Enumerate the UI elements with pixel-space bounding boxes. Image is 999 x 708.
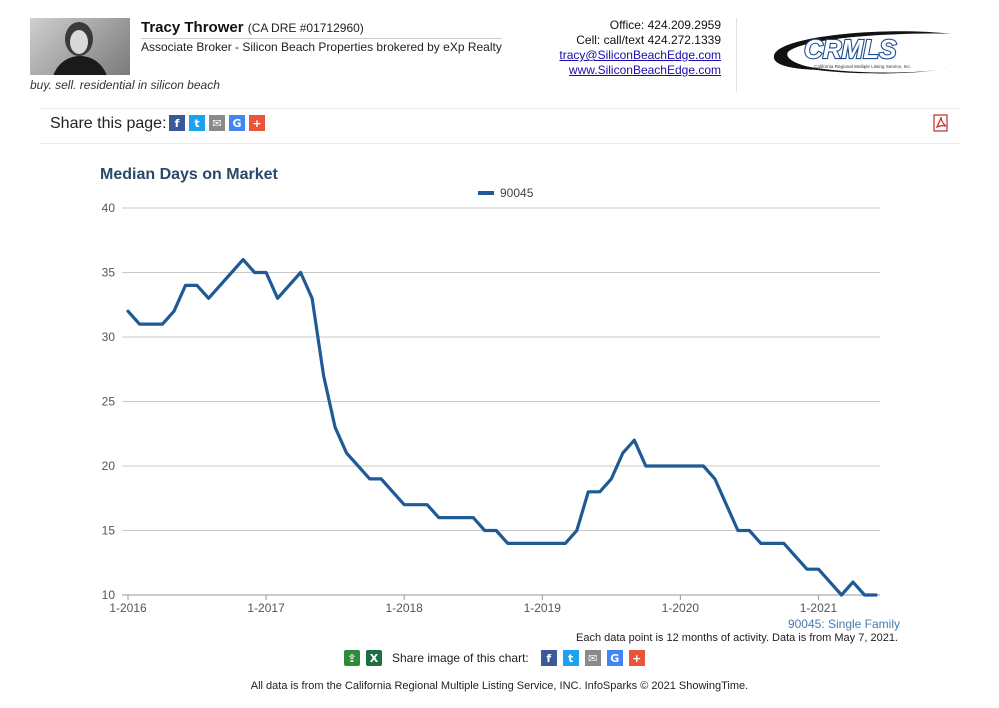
legend-swatch: [478, 191, 494, 195]
footer: All data is from the California Regional…: [250, 680, 749, 692]
chart-legend[interactable]: 90045: [478, 186, 533, 200]
y-tick-label: 30: [102, 330, 116, 344]
chart-title: Median Days on Market: [100, 166, 278, 183]
x-tick-label: 1-2020: [662, 601, 700, 615]
email-link[interactable]: tracy@SiliconBeachEdge.com: [559, 48, 721, 62]
share-image-label: Share image of this chart:: [392, 651, 529, 665]
logo-text: CRMLS: [804, 34, 897, 64]
series-line-90045[interactable]: [126, 258, 878, 597]
x-tick-label: 1-2021: [800, 601, 838, 615]
x-tick-label: 1-2019: [524, 601, 562, 615]
x-tick-label: 1-2018: [385, 601, 423, 615]
email-icon[interactable]: ✉: [209, 115, 225, 131]
cell-phone: Cell: call/text 424.272.1339: [576, 33, 721, 47]
logo-subtext: California Regional Multiple Listing Ser…: [814, 64, 911, 69]
agent-name: Tracy Thrower (CA DRE #01712960): [141, 19, 364, 36]
chart-caption: 90045: Single Family: [787, 617, 900, 631]
google-icon[interactable]: G: [606, 650, 623, 666]
share-icon[interactable]: ⇪: [344, 650, 360, 666]
y-tick-label: 10: [102, 588, 116, 602]
agent-name-text: Tracy Thrower: [141, 19, 244, 36]
y-tick-label: 35: [102, 266, 116, 280]
facebook-icon[interactable]: f: [169, 115, 185, 131]
agent-tagline: buy. sell. residential in silicon beach: [30, 78, 220, 92]
header-divider: [736, 18, 737, 92]
x-tick-label: 1-2016: [109, 601, 147, 615]
chart-note: Each data point is 12 months of activity…: [575, 632, 898, 644]
pdf-icon[interactable]: [933, 114, 949, 132]
y-tick-label: 15: [102, 524, 116, 538]
y-tick-label: 25: [102, 395, 116, 409]
y-tick-label: 40: [102, 201, 116, 215]
plus-icon[interactable]: +: [628, 650, 645, 666]
website-link[interactable]: www.SiliconBeachEdge.com: [568, 63, 721, 77]
plus-icon[interactable]: +: [249, 115, 265, 131]
agent-dre: (CA DRE #01712960): [247, 21, 364, 35]
contact-info: Office: 424.209.2959 Cell: call/text 424…: [559, 18, 721, 78]
share-page-bar: Share this page: f t ✉ G +: [40, 108, 960, 144]
share-page-label: Share this page:: [50, 115, 167, 132]
x-tick-label: 1-2017: [247, 601, 285, 615]
email-icon[interactable]: ✉: [584, 650, 601, 666]
share-page-icons: f t ✉ G +: [169, 115, 265, 131]
facebook-icon[interactable]: f: [540, 650, 557, 666]
office-phone: Office: 424.209.2959: [609, 18, 721, 32]
twitter-icon[interactable]: t: [189, 115, 205, 131]
crmls-logo: CRMLS California Regional Multiple Listi…: [773, 31, 952, 74]
y-tick-label: 20: [102, 459, 116, 473]
legend-label: 90045: [500, 186, 534, 200]
twitter-icon[interactable]: t: [562, 650, 579, 666]
excel-icon[interactable]: X: [366, 650, 382, 666]
share-image-bar: ⇪ X Share image of this chart: f t ✉ G +: [344, 649, 645, 667]
header: Tracy Thrower (CA DRE #01712960) Associa…: [0, 0, 999, 100]
agent-photo: [30, 18, 130, 75]
google-icon[interactable]: G: [229, 115, 245, 131]
agent-title: Associate Broker - Silicon Beach Propert…: [141, 38, 502, 54]
